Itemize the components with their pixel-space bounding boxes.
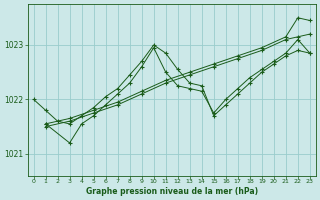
- X-axis label: Graphe pression niveau de la mer (hPa): Graphe pression niveau de la mer (hPa): [86, 187, 258, 196]
